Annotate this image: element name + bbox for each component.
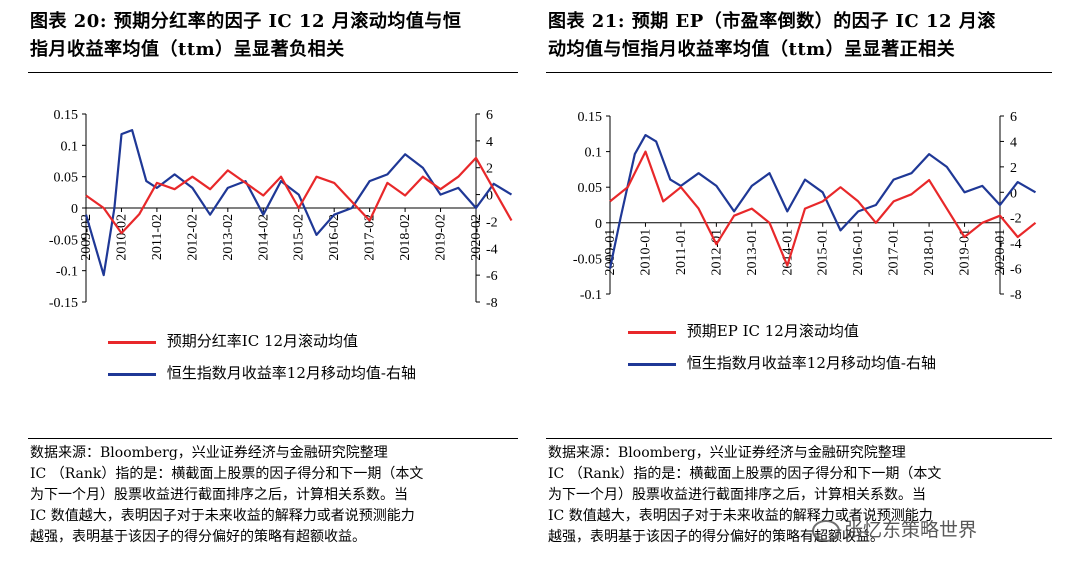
right-legend-ic: 预期EP IC 12月滚动均值 [628,315,936,347]
right-legend-hsi: 恒生指数月收益率12月移动均值-右轴 [628,347,936,379]
right-chart-title: 图表 21: 预期 EP（市盈率倒数）的因子 IC 12 月滚 动均值与恒指月收… [548,8,996,64]
left-legend-hsi: 恒生指数月收益率12月移动均值-右轴 [108,357,416,389]
right-legend-ic-label: 预期EP IC 12月滚动均值 [686,322,859,340]
x-tick-label: 2010-01 [638,229,653,276]
left-tick-label: -0.1 [56,265,78,280]
left-tick-label: 0.05 [54,171,79,186]
left-notes: 数据来源：Bloomberg，兴业证券经济与金融研究院整理 IC （Rank）指… [30,443,423,548]
right-notes: 数据来源：Bloomberg，兴业证券经济与金融研究院整理 IC （Rank）指… [548,443,941,548]
x-tick-label: 2019-02 [434,214,449,261]
ic-series-line [609,150,1037,267]
watermark: 张忆东策略世界 [812,515,977,542]
hsi-series-line [608,133,1037,269]
right-tick-label: 2 [1010,161,1017,176]
left-legend: 预期分红率IC 12月滚动均值 恒生指数月收益率12月移动均值-右轴 [108,325,416,389]
x-tick-label: 2012-02 [185,214,200,261]
x-tick-label: 2019-01 [958,229,973,276]
right-tick-label: -2 [1010,212,1022,227]
right-tick-label: -6 [486,269,498,284]
x-tick-label: 2015-01 [816,229,831,276]
right-chart: 0.15 0.1 0.05 0 -0.05 -0.1 6 4 2 0 -2 -4 -6 -8 2009-01… [573,110,1037,303]
x-tick-label: 2016-01 [851,229,866,276]
right-title-rule [546,72,1052,73]
x-tick-label: 2010-02 [114,214,129,261]
right-legend-hsi-swatch [628,362,676,366]
right-tick-label: 2 [486,162,493,177]
left-tick-label: -0.15 [49,296,78,311]
left-tick-label: -0.05 [573,252,602,267]
left-legend-hsi-label: 恒生指数月收益率12月移动均值-右轴 [166,364,416,382]
left-chart: 0.15 0.1 0.05 0 -0.05 -0.1 -0.15 6 4 2 0 -2 -4 -6 -8 20… [49,108,513,311]
watermark-text: 张忆东策略世界 [844,519,978,541]
left-tick-label: 0 [595,217,602,232]
x-tick-label: 2014-02 [256,214,271,261]
x-tick-label: 2014-01 [780,229,795,276]
left-tick-label: 0.15 [54,108,79,123]
left-chart-title: 图表 20: 预期分红率的因子 IC 12 月滚动均值与恒 指月收益率均值（tt… [30,8,461,64]
right-tick-label: -6 [1010,263,1022,278]
left-note-line: 为下一个月）股票收益进行截面排序之后，计算相关系数。当 [30,487,408,503]
left-tick-label: 0.05 [578,181,603,196]
left-tick-label: 0.1 [61,139,79,154]
right-title-line1: 图表 21: 预期 EP（市盈率倒数）的因子 IC 12 月滚 [548,11,996,32]
x-tick-label: 2009-01 [603,229,618,276]
x-tick-label: 2011-02 [150,214,165,260]
right-tick-label: 0 [1010,186,1017,201]
right-tick-label: -4 [1010,237,1022,252]
x-tick-label: 2017-02 [363,214,378,261]
x-tick-label: 2013-01 [745,229,760,276]
right-footer-rule [546,438,1052,439]
left-note-line: 越强，表明基于该因子的得分偏好的策略有超额收益。 [30,529,366,545]
right-note-line: IC 数值越大，表明因子对于未来收益的解释力或者说预测能力 [548,508,933,524]
left-note-line: IC 数值越大，表明因子对于未来收益的解释力或者说预测能力 [30,508,415,524]
left-legend-ic: 预期分红率IC 12月滚动均值 [108,325,416,357]
right-legend-hsi-label: 恒生指数月收益率12月移动均值-右轴 [686,354,936,372]
right-note-line: 越强，表明基于该因子的得分偏好的策略有超额收益。 [548,529,884,545]
left-legend-ic-swatch [108,340,156,344]
left-footer-rule [28,438,518,439]
right-tick-label: 6 [1010,110,1017,125]
x-tick-label: 2013-02 [221,214,236,261]
x-tick-label: 2020-01 [993,229,1008,276]
left-title-line1: 图表 20: 预期分红率的因子 IC 12 月滚动均值与恒 [30,11,462,32]
left-legend-hsi-swatch [108,372,156,376]
left-tick-label: 0.1 [585,146,603,161]
right-note-line: IC （Rank）指的是：横截面上股票的因子得分和下一期（本文 [548,466,942,482]
right-tick-label: 4 [486,135,493,150]
left-tick-label: -0.05 [49,233,78,248]
x-tick-label: 2018-01 [922,229,937,276]
left-tick-label: 0.15 [578,110,603,125]
right-legend-ic-swatch [628,330,676,334]
x-tick-label: 2015-02 [292,214,307,261]
left-legend-ic-label: 预期分红率IC 12月滚动均值 [166,332,359,350]
wechat-icon [812,519,840,542]
x-tick-label: 2011-01 [674,229,689,275]
x-tick-label: 2017-01 [887,229,902,276]
right-source: 数据来源：Bloomberg，兴业证券经济与金融研究院整理 [548,445,906,461]
left-source: 数据来源：Bloomberg，兴业证券经济与金融研究院整理 [30,445,388,461]
right-tick-label: -4 [486,242,498,257]
right-title-line2: 动均值与恒指月收益率均值（ttm）呈显著正相关 [548,39,956,60]
right-legend: 预期EP IC 12月滚动均值 恒生指数月收益率12月移动均值-右轴 [628,315,936,379]
right-tick-label: -8 [486,296,498,311]
x-tick-label: 2016-02 [327,214,342,261]
left-title-rule [28,72,518,73]
right-tick-label: 0 [486,189,493,204]
left-title-line2: 指月收益率均值（ttm）呈显著负相关 [30,39,345,60]
right-tick-label: -8 [1010,288,1022,303]
ic-series-line [85,156,513,235]
right-note-line: 为下一个月）股票收益进行截面排序之后，计算相关系数。当 [548,487,926,503]
right-tick-label: 6 [486,108,493,123]
x-tick-label: 2018-02 [398,214,413,261]
x-tick-label: 2012-01 [709,229,724,276]
right-tick-label: 4 [1010,135,1017,150]
right-tick-label: -2 [486,215,498,230]
left-tick-label: -0.1 [580,288,602,303]
x-tick-label: 2020-02 [469,214,484,261]
left-tick-label: 0 [71,202,78,217]
left-note-line: IC （Rank）指的是：横截面上股票的因子得分和下一期（本文 [30,466,424,482]
